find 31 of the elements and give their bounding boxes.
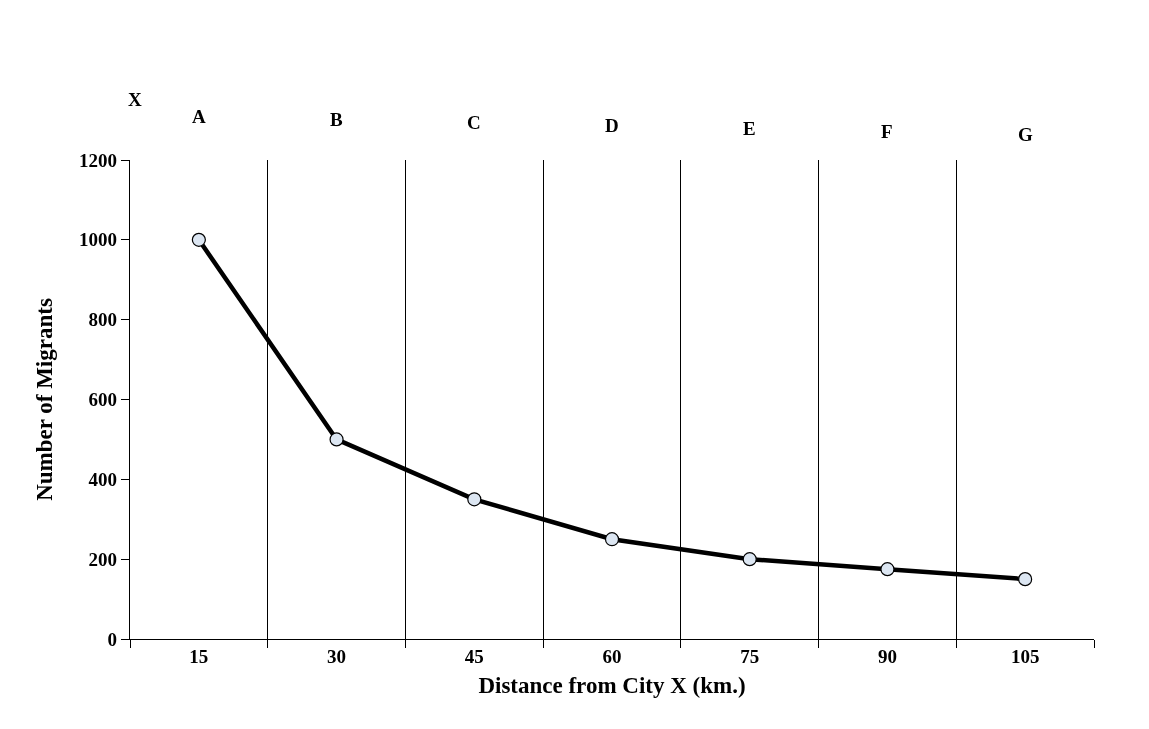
text: F [881,121,893,142]
y-tick-label: 200 [88,548,118,570]
x-tick-label: 90 [877,645,897,667]
x-axis-title: Distance from City X (km.) [478,672,746,698]
x-tick-label: 45 [464,645,484,667]
y-tick-label: 400 [88,468,118,490]
y-tick-label: 1000 [79,229,118,251]
text: E [743,118,756,139]
text: G [1018,124,1033,145]
x-tick-label: 15 [189,645,209,667]
x-tick-label: 30 [327,645,347,667]
y-tick-label: 0 [107,628,118,650]
point [604,532,620,547]
point [880,562,895,577]
point [742,552,757,567]
y-axis-title: Number of Migrants [31,298,57,501]
x-tick-label: 105 [1010,645,1040,667]
text: C [467,112,481,133]
y-tick-label: 1200 [79,149,118,171]
text: X [128,89,142,110]
y-tick-label: 800 [88,309,118,331]
text: B [330,109,343,130]
text: A [192,106,206,127]
x-tick-label: 75 [740,645,760,667]
point [329,432,344,447]
point [467,492,482,507]
x-tick-label: 60 [602,645,622,667]
y-tick-label: 600 [88,389,118,411]
point [191,232,206,247]
text: D [605,115,619,136]
point [1018,572,1033,587]
